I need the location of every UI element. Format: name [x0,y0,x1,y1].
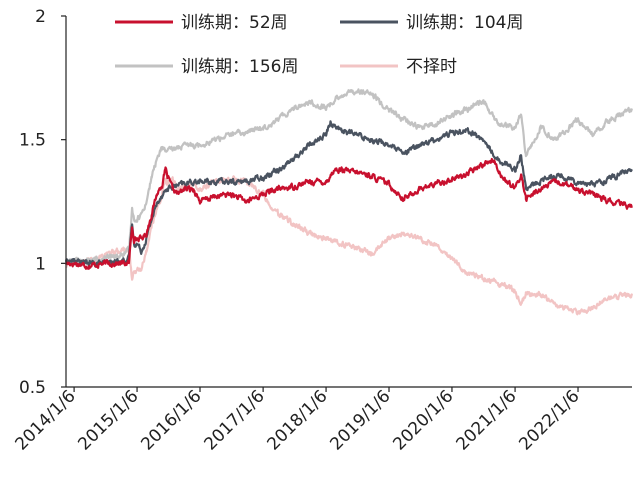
series-line-2 [64,88,633,265]
x-tick-label: 2015/1/6 [74,386,142,454]
legend-label: 训练期：52周 [181,13,288,33]
x-tick-label: 2022/1/6 [515,386,583,454]
axes [65,16,632,388]
x-tick-label: 2018/1/6 [263,386,331,454]
x-tick-label: 2020/1/6 [389,386,457,454]
x-tick-label: 2016/1/6 [137,386,205,454]
y-tick-label: 2 [35,7,46,27]
legend-label: 训练期：104周 [406,13,523,33]
series-line-0 [64,157,633,270]
x-tick-label: 2019/1/6 [326,386,394,454]
series-lines [64,88,634,316]
y-tick-label: 0.5 [19,378,46,398]
series-line-1 [64,120,633,268]
y-tick-label: 1.5 [19,131,46,151]
y-axis-ticks: 0.5 1 1.5 2 [19,7,66,398]
series-line-3 [65,175,634,316]
x-tick-label: 2021/1/6 [452,386,520,454]
x-tick-label: 2017/1/6 [201,386,269,454]
x-axis-ticks: 2014/1/62015/1/62016/1/62017/1/62018/1/6… [12,386,584,454]
y-tick-label: 1 [35,254,46,274]
legend-label: 训练期：156周 [181,57,298,77]
legend-label: 不择时 [406,57,457,77]
